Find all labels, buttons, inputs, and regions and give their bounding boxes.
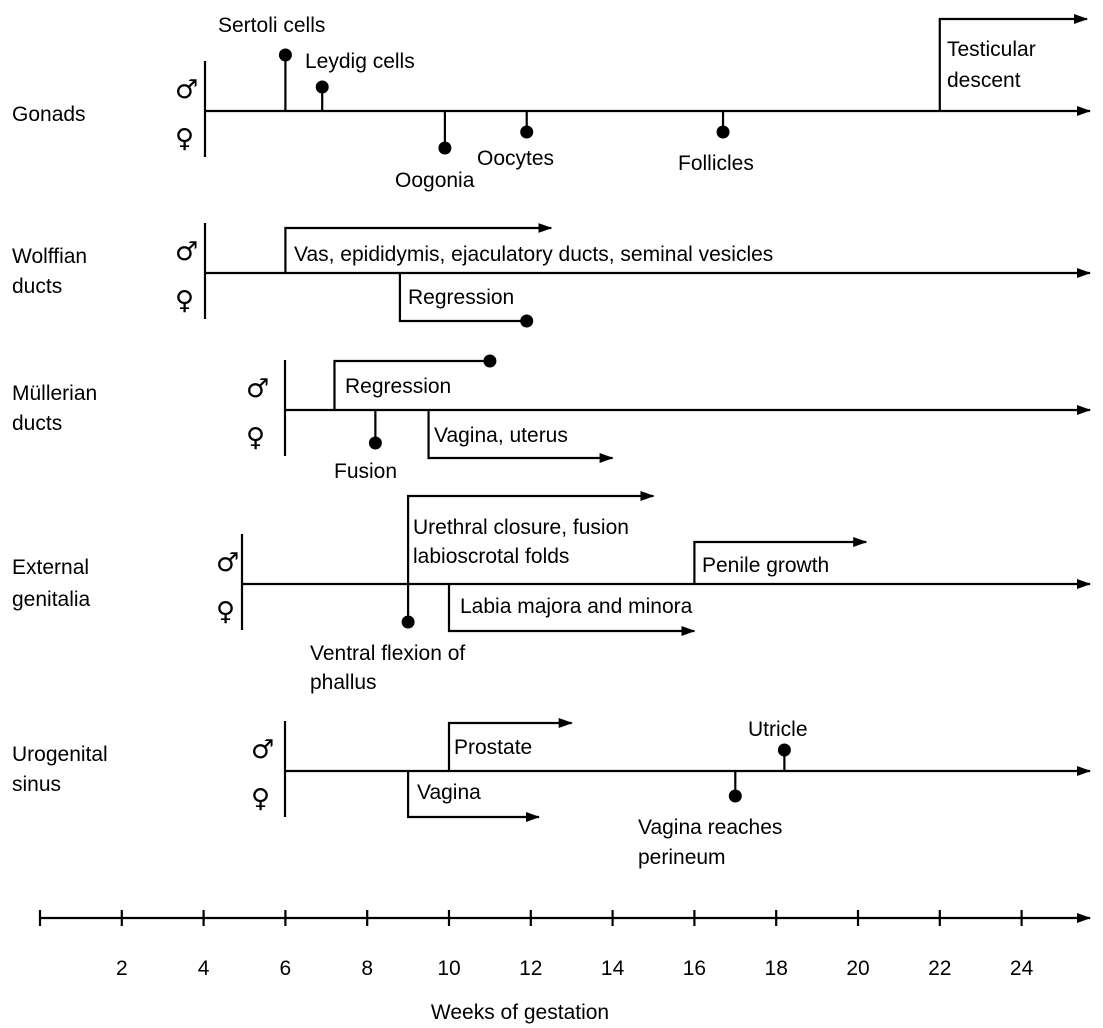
vagina-label: Vagina xyxy=(417,781,481,804)
oogonia-label: Oogonia xyxy=(395,169,475,192)
vas-epididymis-arrow xyxy=(284,223,553,273)
weeks-tick-label: 6 xyxy=(280,957,292,980)
vagina-uterus-arrow xyxy=(427,410,614,463)
vas-epididymis-label: Vas, epididymis, ejaculatory ducts, semi… xyxy=(294,243,773,266)
urogenital-sinus-row-label: Urogenital xyxy=(12,743,108,766)
penile-growth-arrow xyxy=(693,537,868,584)
mullerian-regression-dot xyxy=(483,354,497,368)
external-genitalia-row-label: External xyxy=(12,556,89,579)
utricle-dot xyxy=(777,743,791,757)
female-symbol-icon: ♀ xyxy=(216,597,235,627)
weeks-tick-label: 8 xyxy=(361,957,373,980)
labia-label: Labia majora and minora xyxy=(460,595,693,618)
fusion-label: Fusion xyxy=(334,460,397,483)
mullerian-ducts-row-label: ducts xyxy=(12,412,62,435)
prostate-arrow xyxy=(447,718,573,771)
vagina-uterus-label: Vagina, uterus xyxy=(434,424,568,447)
weeks-tick-label: 2 xyxy=(116,957,128,980)
vagina-perineum-label: Vagina reaches xyxy=(638,816,782,839)
male-symbol-icon: ♂ xyxy=(216,548,239,578)
male-symbol-icon: ♂ xyxy=(175,237,198,267)
oocytes-dot xyxy=(520,125,534,139)
leydig-cells-label: Leydig cells xyxy=(305,50,415,73)
external-genitalia-row-label: genitalia xyxy=(12,588,91,611)
utricle-label: Utricle xyxy=(748,718,808,741)
sertoli-cells-dot xyxy=(278,48,292,62)
urethral-closure-label: Urethral closure, fusion xyxy=(413,516,629,539)
wolffian-ducts-row-label: ducts xyxy=(12,275,62,298)
urethral-closure-label: labioscrotal folds xyxy=(413,545,569,568)
weeks-tick-label: 4 xyxy=(198,957,210,980)
follicles-dot xyxy=(716,125,730,139)
female-symbol-icon: ♀ xyxy=(175,124,194,154)
mullerian-ducts-row-label: Müllerian xyxy=(12,382,97,405)
female-symbol-icon: ♀ xyxy=(246,423,265,453)
penile-growth-label: Penile growth xyxy=(702,554,829,577)
male-symbol-icon: ♂ xyxy=(246,374,269,404)
labia-arrow xyxy=(447,584,696,636)
ventral-flexion-label: Ventral flexion of xyxy=(310,642,465,665)
mullerian-regression-bracket xyxy=(333,359,490,410)
sertoli-cells-label: Sertoli cells xyxy=(218,14,325,37)
oocytes-label: Oocytes xyxy=(477,147,554,170)
male-symbol-icon: ♂ xyxy=(251,735,274,765)
mullerian-regression-label: Regression xyxy=(345,375,451,398)
weeks-tick-label: 14 xyxy=(601,957,625,980)
testicular-descent-arrow xyxy=(938,14,1089,111)
oogonia-dot xyxy=(438,141,452,155)
wolffian-regression-label: Regression xyxy=(408,286,514,309)
weeks-tick-label: 12 xyxy=(519,957,542,980)
gonads-row-label: Gonads xyxy=(12,103,86,126)
testicular-descent-label: Testicular xyxy=(947,38,1036,61)
female-symbol-icon: ♀ xyxy=(251,784,270,814)
female-symbol-icon: ♀ xyxy=(175,286,194,316)
vagina-arrow xyxy=(407,771,540,822)
vagina-perineum-dot xyxy=(728,789,742,803)
male-symbol-icon: ♂ xyxy=(175,75,198,105)
leydig-cells-dot xyxy=(315,80,329,94)
weeks-tick-label: 24 xyxy=(1010,957,1034,980)
weeks-tick-label: 16 xyxy=(683,957,706,980)
weeks-tick-label: 20 xyxy=(846,957,869,980)
weeks-tick-label: 10 xyxy=(437,957,460,980)
weeks-tick-label: 18 xyxy=(765,957,788,980)
wolffian-regression-dot xyxy=(520,314,534,328)
prostate-label: Prostate xyxy=(454,736,532,759)
weeks-tick-label: 22 xyxy=(928,957,951,980)
urethral-closure-arrow xyxy=(407,491,655,584)
urogenital-sinus-row-label: sinus xyxy=(12,773,61,796)
vagina-perineum-label: perineum xyxy=(638,846,726,869)
weeks-axis-label: Weeks of gestation xyxy=(431,1001,609,1024)
wolffian-ducts-row-label: Wolffian xyxy=(12,245,87,268)
ventral-flexion-label: phallus xyxy=(310,671,377,694)
ventral-flexion-dot xyxy=(401,615,415,629)
wolffian-regression-bracket xyxy=(398,273,527,323)
fusion-dot xyxy=(368,436,382,450)
follicles-label: Follicles xyxy=(678,152,754,175)
testicular-descent-label: descent xyxy=(947,69,1021,92)
